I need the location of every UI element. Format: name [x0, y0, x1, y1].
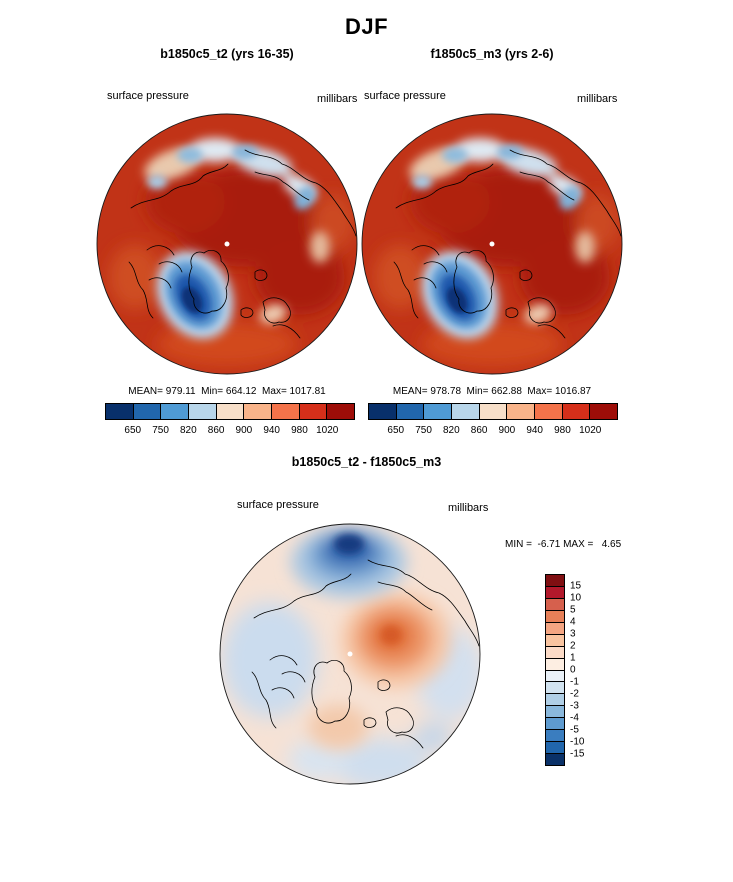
colorbar-segment — [299, 404, 328, 419]
colorbar-segment — [546, 610, 564, 623]
colorbar-tick: -10 — [570, 736, 585, 748]
colorbar-tick: -15 — [570, 748, 585, 760]
panel-title-left: b1850c5_t2 (yrs 16-35) — [160, 47, 294, 61]
map-diff — [219, 523, 481, 785]
colorbar-tick: 820 — [442, 425, 460, 436]
colorbar-segment — [562, 404, 591, 419]
colorbar-segment — [546, 718, 564, 731]
colorbar-tick: 5 — [570, 604, 576, 616]
colorbar-tick: 650 — [124, 425, 142, 436]
colorbar-segment — [535, 404, 563, 419]
colorbar-tick: 4 — [570, 616, 576, 628]
colorbar-segment — [546, 694, 564, 707]
units-label-diff: millibars — [448, 502, 489, 514]
colorbar-ticks-left: 650 750 820 860 900 940 980 1020 — [105, 425, 355, 439]
colorbar-tick: -4 — [570, 712, 579, 724]
colorbar-segment — [546, 682, 564, 695]
colorbar-segment — [546, 730, 564, 743]
colorbar-segment — [106, 404, 134, 419]
colorbar-segment — [590, 404, 618, 419]
colorbar-tick: 750 — [415, 425, 432, 436]
colorbar-left — [105, 403, 355, 420]
map-right — [360, 112, 624, 376]
colorbar-segment — [369, 404, 397, 419]
colorbar-segment — [327, 404, 355, 419]
colorbar-tick: 15 — [570, 580, 582, 592]
colorbar-tick: -2 — [570, 688, 579, 700]
stats-right: MEAN= 978.78 Min= 662.88 Max= 1016.87 — [392, 386, 592, 397]
colorbar-segment — [546, 622, 564, 635]
colorbar-diff — [545, 574, 565, 766]
colorbar-segment — [546, 658, 564, 671]
colorbar-segment — [424, 404, 453, 419]
colorbar-segment — [546, 742, 564, 755]
colorbar-ticks-diff: 15 10 5 4 3 2 1 0 -1 -2 -3 -4 -5 -10 -15 — [570, 574, 600, 766]
colorbar-tick: 980 — [554, 425, 571, 436]
units-label-right: millibars — [577, 93, 618, 105]
map-left — [95, 112, 359, 376]
colorbar-tick: 1020 — [316, 425, 339, 436]
figure-title: DJF — [344, 14, 389, 39]
diff-negative-core — [334, 534, 364, 554]
colorbar-tick: -3 — [570, 700, 579, 712]
colorbar-tick: 3 — [570, 628, 576, 640]
diff-minmax: MIN = -6.71 MAX = 4.65 — [505, 539, 622, 550]
colorbar-segment — [546, 646, 564, 659]
colorbar-tick: 0 — [570, 664, 576, 676]
colorbar-segment — [189, 404, 217, 419]
colorbar-tick: -1 — [570, 676, 579, 688]
colorbar-segment — [507, 404, 536, 419]
diff-positive-core — [381, 626, 401, 644]
colorbar-segment — [216, 404, 245, 419]
colorbar-tick: 860 — [207, 425, 225, 436]
colorbar-segment — [452, 404, 480, 419]
colorbar-segment — [133, 404, 162, 419]
colorbar-segment — [546, 586, 564, 599]
colorbar-segment — [161, 404, 190, 419]
colorbar-tick: 900 — [498, 425, 516, 436]
colorbar-segment — [546, 598, 564, 611]
colorbar-segment — [479, 404, 508, 419]
colorbar-tick: 1 — [570, 652, 576, 664]
colorbar-segment — [546, 706, 564, 719]
map-rim — [219, 523, 481, 785]
colorbar-tick: 10 — [570, 592, 582, 604]
field-label-right: surface pressure — [364, 90, 446, 102]
field-label-diff: surface pressure — [237, 499, 319, 511]
colorbar-tick: -5 — [570, 724, 579, 736]
colorbar-tick: 1020 — [579, 425, 602, 436]
colorbar-tick: 940 — [263, 425, 280, 436]
colorbar-tick: 820 — [179, 425, 197, 436]
colorbar-tick: 650 — [387, 425, 405, 436]
colorbar-tick: 980 — [291, 425, 308, 436]
field-label-left: surface pressure — [107, 90, 189, 102]
colorbar-tick: 940 — [526, 425, 543, 436]
colorbar-ticks-right: 650 750 820 860 900 940 980 1020 — [368, 425, 618, 439]
colorbar-segment — [244, 404, 273, 419]
colorbar-tick: 750 — [152, 425, 169, 436]
colorbar-tick: 2 — [570, 640, 576, 652]
stats-left: MEAN= 979.11 Min= 664.12 Max= 1017.81 — [128, 386, 326, 397]
colorbar-segment — [396, 404, 425, 419]
colorbar-segment — [546, 754, 564, 765]
pole-dot — [347, 651, 353, 657]
colorbar-segment — [546, 670, 564, 683]
colorbar-segment — [546, 575, 564, 587]
units-label-left: millibars — [317, 93, 358, 105]
diff-panel-title: b1850c5_t2 - f1850c5_m3 — [291, 455, 442, 469]
colorbar-segment — [546, 634, 564, 647]
colorbar-tick: 900 — [235, 425, 253, 436]
colorbar-right — [368, 403, 618, 420]
colorbar-tick: 860 — [470, 425, 488, 436]
colorbar-segment — [272, 404, 300, 419]
panel-title-right: f1850c5_m3 (yrs 2-6) — [430, 47, 554, 61]
